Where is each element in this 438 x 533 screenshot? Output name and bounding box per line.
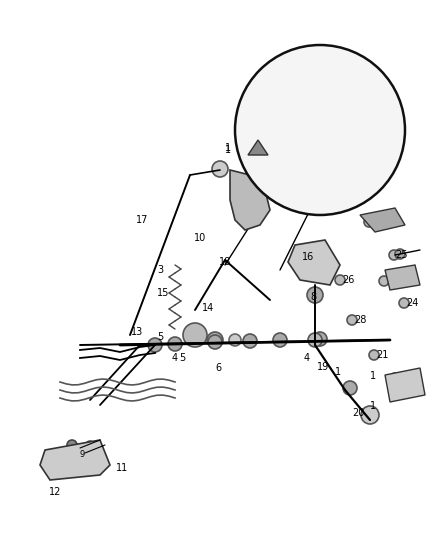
Text: 20: 20 <box>351 408 364 418</box>
Text: 18: 18 <box>333 150 345 160</box>
Text: 1: 1 <box>224 145 230 155</box>
Circle shape <box>346 315 356 325</box>
Circle shape <box>312 332 326 346</box>
Circle shape <box>148 338 162 352</box>
Text: 4: 4 <box>172 353 178 363</box>
Circle shape <box>288 132 300 144</box>
Polygon shape <box>384 265 419 290</box>
Circle shape <box>307 333 321 347</box>
Text: 27: 27 <box>370 217 382 227</box>
Circle shape <box>86 441 94 449</box>
Text: 9: 9 <box>79 450 85 459</box>
Circle shape <box>378 276 388 286</box>
Polygon shape <box>40 440 110 480</box>
Text: 14: 14 <box>201 303 214 313</box>
Text: 8: 8 <box>309 292 315 302</box>
Text: 1: 1 <box>369 401 375 411</box>
Text: 12: 12 <box>49 487 61 497</box>
Text: 4: 4 <box>303 353 309 363</box>
Circle shape <box>183 323 207 347</box>
Circle shape <box>388 250 398 260</box>
Polygon shape <box>287 240 339 285</box>
Text: 9: 9 <box>373 107 379 117</box>
Text: 18: 18 <box>219 257 230 267</box>
Polygon shape <box>247 140 267 155</box>
Text: 28: 28 <box>353 315 365 325</box>
Circle shape <box>368 350 378 360</box>
Circle shape <box>208 335 222 349</box>
Polygon shape <box>384 368 424 402</box>
Text: 1: 1 <box>369 371 375 381</box>
Polygon shape <box>230 170 269 230</box>
Circle shape <box>45 458 59 472</box>
Circle shape <box>398 298 408 308</box>
Circle shape <box>313 124 325 136</box>
Text: 1: 1 <box>224 143 230 153</box>
Circle shape <box>207 332 223 348</box>
Circle shape <box>389 373 399 383</box>
Circle shape <box>212 161 227 177</box>
Circle shape <box>67 440 77 450</box>
Text: 16: 16 <box>301 252 314 262</box>
Circle shape <box>258 141 270 153</box>
Text: 25: 25 <box>395 250 407 260</box>
Text: 26: 26 <box>341 275 353 285</box>
Text: 22: 22 <box>396 373 408 383</box>
Circle shape <box>360 406 378 424</box>
Circle shape <box>243 334 256 348</box>
Text: 19: 19 <box>316 362 328 372</box>
Circle shape <box>168 337 182 351</box>
Circle shape <box>334 275 344 285</box>
Circle shape <box>343 114 355 126</box>
Text: 17: 17 <box>135 215 148 225</box>
Text: 15: 15 <box>156 288 169 298</box>
Polygon shape <box>359 208 404 232</box>
Text: 23: 23 <box>385 276 397 286</box>
Circle shape <box>361 108 373 120</box>
Text: 3: 3 <box>156 265 162 275</box>
Text: 13: 13 <box>131 327 143 337</box>
Text: 10: 10 <box>194 233 206 243</box>
Circle shape <box>363 217 373 227</box>
Text: 24: 24 <box>405 298 417 308</box>
Circle shape <box>234 45 404 215</box>
Text: 5: 5 <box>156 332 163 342</box>
Text: 5: 5 <box>178 353 185 363</box>
Text: 7: 7 <box>249 158 255 168</box>
Text: 11: 11 <box>116 463 128 473</box>
Circle shape <box>342 381 356 395</box>
Text: 21: 21 <box>375 350 387 360</box>
Text: 1: 1 <box>334 367 340 377</box>
Circle shape <box>272 333 286 347</box>
Text: 6: 6 <box>215 363 221 373</box>
Circle shape <box>229 334 240 346</box>
Text: 2: 2 <box>249 92 255 102</box>
Text: 19: 19 <box>293 77 305 87</box>
Circle shape <box>394 249 404 259</box>
Circle shape <box>306 287 322 303</box>
